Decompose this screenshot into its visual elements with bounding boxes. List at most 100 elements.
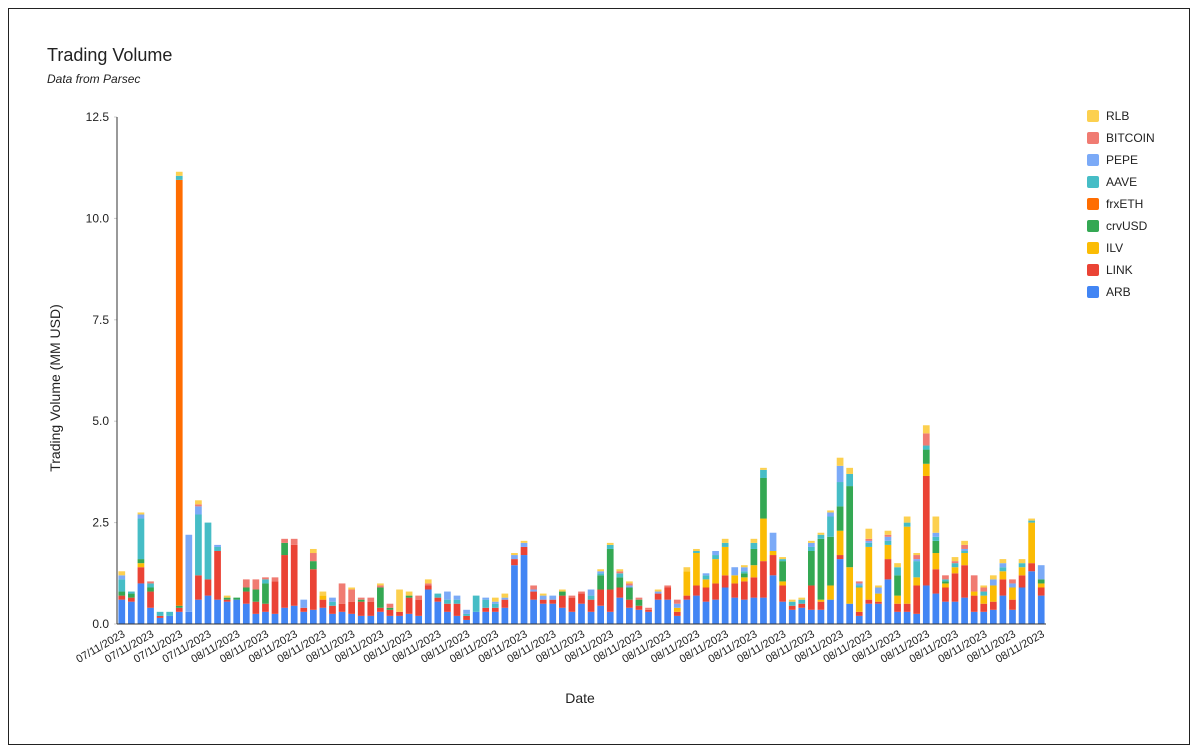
bar-segment bbox=[175, 179, 183, 606]
bar-segment bbox=[654, 599, 662, 624]
bar-segment bbox=[750, 542, 758, 549]
bar-segment bbox=[539, 595, 547, 600]
bar-segment bbox=[721, 575, 729, 588]
bar-segment bbox=[942, 587, 949, 602]
bar-segment bbox=[175, 175, 183, 180]
bar-segment bbox=[520, 555, 528, 624]
bar-segment bbox=[750, 565, 758, 578]
bar-segment bbox=[836, 530, 844, 556]
bar-segment bbox=[338, 611, 346, 624]
bar-segment bbox=[204, 595, 212, 624]
bar-segment bbox=[875, 603, 882, 624]
bar-segment bbox=[942, 601, 949, 624]
legend-swatch bbox=[1087, 176, 1099, 188]
bar-segment bbox=[932, 532, 940, 537]
bar-segment bbox=[999, 563, 1007, 568]
bar-segment bbox=[673, 607, 681, 612]
bar-segment bbox=[329, 613, 336, 624]
bar-segment bbox=[846, 467, 854, 474]
bar-segment bbox=[195, 506, 202, 515]
bar-segment bbox=[702, 579, 710, 588]
bar-segment bbox=[501, 593, 509, 598]
legend-swatch bbox=[1087, 110, 1099, 122]
bar-segment bbox=[472, 611, 480, 624]
bar-segment bbox=[214, 546, 221, 551]
legend-label: LINK bbox=[1106, 263, 1133, 277]
bar-segment bbox=[894, 563, 901, 568]
bar-segment bbox=[233, 597, 241, 600]
bar-segment bbox=[817, 609, 825, 624]
bar-segment bbox=[597, 575, 605, 590]
bar-segment bbox=[118, 591, 126, 596]
bar-segment bbox=[855, 585, 863, 588]
bar-segment bbox=[137, 514, 145, 519]
bar-segment bbox=[951, 557, 959, 562]
bar-segment bbox=[1028, 522, 1035, 564]
bar-segment bbox=[683, 567, 691, 572]
bar-segment bbox=[463, 619, 470, 624]
legend-swatch bbox=[1087, 220, 1099, 232]
bar-segment bbox=[1009, 579, 1016, 584]
bar-segment bbox=[491, 603, 499, 608]
bar-segment bbox=[530, 599, 537, 624]
bar-segment bbox=[865, 540, 873, 543]
bar-segment bbox=[673, 603, 681, 608]
bar-segment bbox=[808, 546, 815, 551]
bar-segment bbox=[855, 587, 863, 612]
bar-segment bbox=[290, 544, 298, 606]
bar-segment bbox=[884, 536, 892, 541]
bar-segment bbox=[175, 611, 183, 624]
bar-segment bbox=[626, 583, 633, 586]
bar-segment bbox=[721, 538, 729, 543]
bar-segment bbox=[980, 611, 988, 624]
bar-segment bbox=[712, 599, 719, 624]
bar-segment bbox=[405, 613, 413, 624]
x-axis-title: Date bbox=[565, 690, 595, 706]
legend-label: PEPE bbox=[1106, 153, 1138, 167]
bar-segment bbox=[156, 611, 164, 616]
bar-segment bbox=[166, 615, 174, 624]
bar-segment bbox=[530, 585, 537, 590]
bar-segment bbox=[396, 615, 403, 624]
bar-segment bbox=[836, 555, 844, 560]
bar-segment bbox=[415, 595, 423, 600]
bar-segment bbox=[740, 571, 748, 574]
bar-segment bbox=[740, 581, 748, 600]
bar-segment bbox=[836, 457, 844, 466]
bar-segment bbox=[865, 546, 873, 600]
bar-segment bbox=[654, 589, 662, 592]
bar-segment bbox=[970, 611, 978, 624]
bar-segment bbox=[913, 561, 921, 578]
bar-segment bbox=[865, 528, 873, 539]
bar-segment bbox=[894, 603, 901, 612]
bar-segment bbox=[568, 597, 576, 612]
bar-segment bbox=[147, 583, 154, 588]
bar-segment bbox=[922, 585, 930, 624]
bar-segment bbox=[396, 611, 403, 616]
bar-segment bbox=[520, 546, 528, 556]
bar-segment bbox=[491, 611, 499, 624]
bar-segment bbox=[788, 609, 796, 624]
bar-segment bbox=[128, 593, 135, 598]
bar-segment bbox=[693, 595, 700, 624]
bar-segment bbox=[855, 615, 863, 624]
bar-segment bbox=[1009, 609, 1016, 624]
bar-segment bbox=[616, 571, 624, 574]
bar-segment bbox=[664, 599, 672, 624]
bar-segment bbox=[233, 599, 241, 624]
bar-segment bbox=[578, 603, 585, 624]
bar-segment bbox=[999, 559, 1007, 564]
bar-segment bbox=[740, 573, 748, 578]
bar-segment bbox=[501, 607, 509, 624]
bar-segment bbox=[348, 613, 355, 624]
bar-segment bbox=[137, 563, 145, 568]
bar-segment bbox=[309, 548, 317, 554]
legend-swatch bbox=[1087, 286, 1099, 298]
bar-segment bbox=[319, 591, 327, 596]
bar-segment bbox=[175, 607, 183, 612]
bar-segment bbox=[137, 567, 145, 584]
bar-segment bbox=[606, 544, 614, 549]
bar-segment bbox=[204, 522, 212, 580]
bar-segment bbox=[769, 555, 777, 576]
bar-segment bbox=[808, 609, 815, 624]
